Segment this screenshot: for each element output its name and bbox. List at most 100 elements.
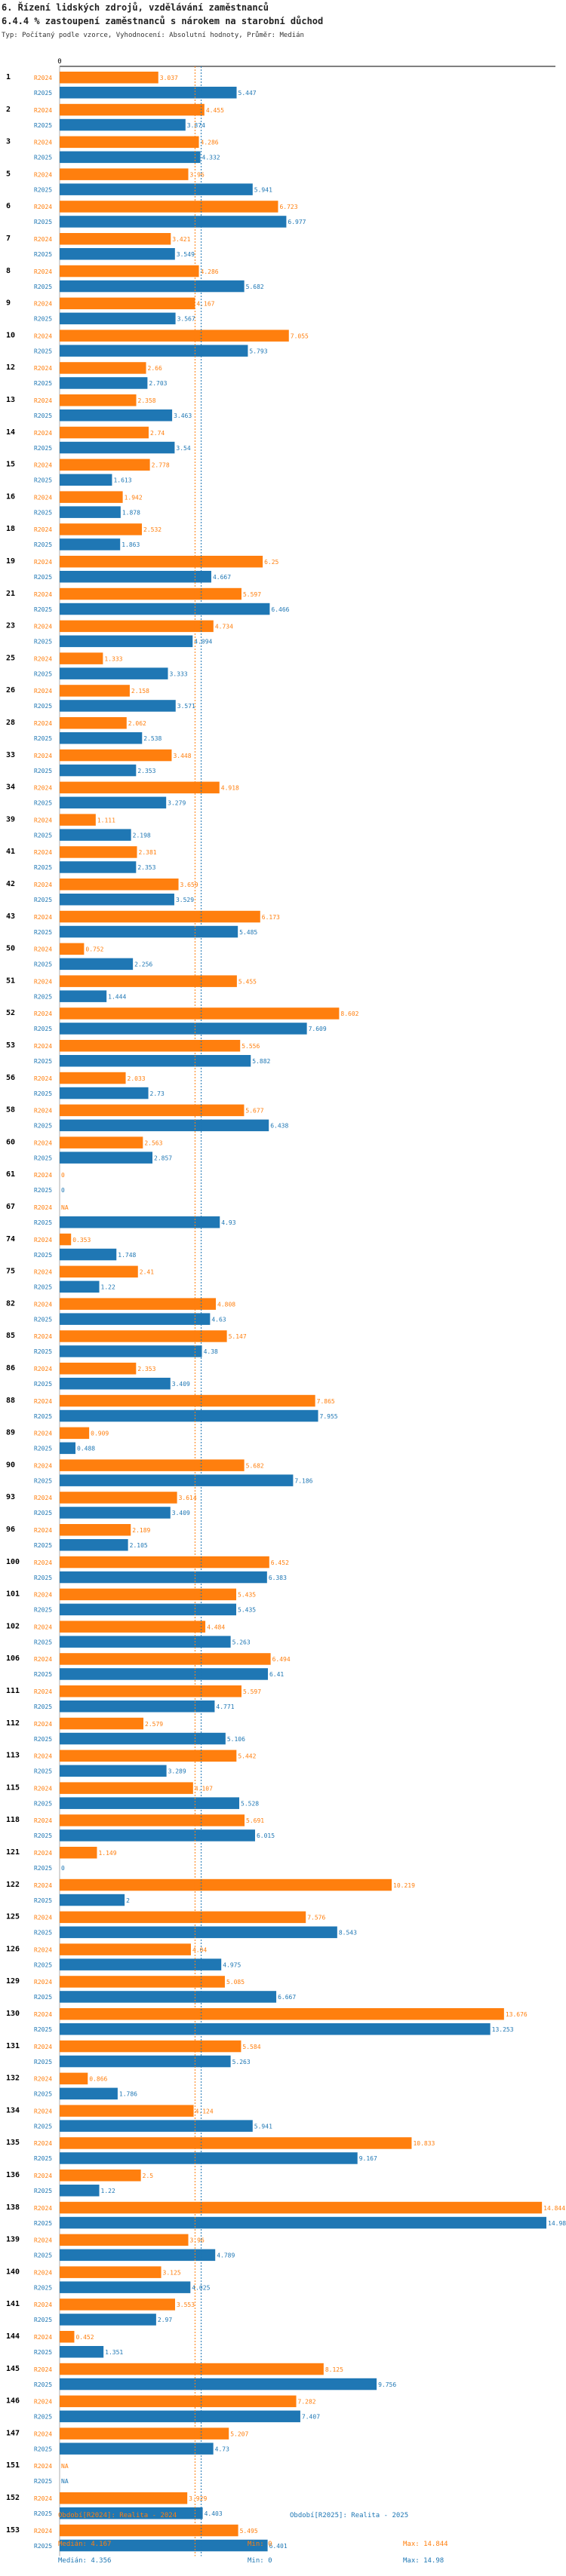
bar-r2024 — [60, 1782, 193, 1794]
bar-r2024 — [60, 1814, 245, 1826]
series-label-r2024: R2024 — [34, 1850, 52, 1857]
bar-r2025 — [60, 1409, 318, 1422]
category-label: 134 — [6, 2106, 20, 2114]
data-label-r2025: 1.878 — [122, 509, 140, 516]
bar-r2025 — [60, 2249, 216, 2262]
data-label-r2025: 1.613 — [113, 477, 131, 484]
bar-r2024 — [60, 2492, 188, 2504]
data-label-r2024: 6.25 — [264, 559, 278, 566]
series-label-r2024: R2024 — [34, 688, 52, 695]
category-label: 14 — [6, 428, 15, 437]
category-label: 67 — [6, 1203, 15, 1211]
series-label-r2025: R2025 — [34, 186, 52, 193]
category-label: 146 — [6, 2397, 20, 2406]
data-label-r2024: 3.448 — [173, 753, 191, 759]
legend-median-2024: Medián: 4.167 — [58, 2541, 112, 2548]
bar-r2024 — [60, 1233, 72, 1246]
bar-r2025 — [60, 345, 248, 357]
data-label-r2025: 2 — [126, 1897, 130, 1904]
bar-r2025 — [60, 894, 174, 906]
data-label-r2024: 10.219 — [393, 1882, 415, 1889]
data-label-r2024: 2.033 — [128, 1075, 146, 1082]
series-label-r2024: R2024 — [34, 1656, 52, 1663]
bar-r2024 — [60, 330, 289, 342]
data-label-r2025: 6.015 — [257, 1832, 275, 1839]
series-label-r2025: R2025 — [34, 348, 52, 354]
bar-r2024 — [60, 1298, 217, 1310]
series-label-r2024: R2024 — [34, 1527, 52, 1534]
series-label-r2025: R2025 — [34, 1607, 52, 1614]
bar-r2025 — [60, 216, 287, 228]
series-label-r2024: R2024 — [34, 1688, 52, 1695]
series-label-r2025: R2025 — [34, 380, 52, 387]
data-label-r2025: 2.256 — [134, 961, 152, 968]
series-label-r2025: R2025 — [34, 864, 52, 871]
bar-r2025 — [60, 958, 134, 971]
bar-r2025 — [60, 796, 167, 809]
category-label: 100 — [6, 1558, 20, 1566]
bar-r2024 — [60, 491, 123, 503]
bar-r2025 — [60, 1539, 128, 1551]
data-label-r2025: 6.41 — [269, 1671, 284, 1678]
series-label-r2024: R2024 — [34, 1172, 52, 1179]
series-label-r2024: R2024 — [34, 268, 52, 275]
category-label: 53 — [6, 1041, 15, 1050]
legend-min-2024: Min: 0 — [248, 2541, 272, 2548]
series-label-r2025: R2025 — [34, 832, 52, 839]
category-label: 43 — [6, 912, 15, 921]
series-label-r2024: R2024 — [34, 1979, 52, 1986]
data-label-r2024: 2.353 — [137, 1366, 155, 1372]
bar-r2024 — [60, 1847, 97, 1859]
series-label-r2025: R2025 — [34, 219, 52, 225]
data-label-r2024: 5.442 — [238, 1753, 256, 1760]
bar-r2024 — [60, 1330, 227, 1342]
bar-r2024 — [60, 1943, 191, 1955]
category-label: 118 — [6, 1816, 20, 1824]
data-label-r2024: 1.333 — [104, 655, 122, 662]
data-label-r2024: 3.96 — [190, 2237, 205, 2244]
bar-r2024 — [60, 265, 199, 278]
data-label-r2025: 4.975 — [223, 1961, 241, 1968]
bar-r2025 — [60, 1152, 153, 1164]
data-label-r2025: 6.667 — [278, 1994, 296, 2001]
bar-r2025 — [60, 635, 193, 648]
data-label-r2024: 2.66 — [148, 365, 162, 372]
data-label-r2025: 4.63 — [211, 1316, 226, 1323]
category-label: 26 — [6, 686, 15, 695]
bar-r2024 — [60, 426, 149, 439]
series-label-r2024: R2024 — [34, 2269, 52, 2276]
bar-r2025 — [60, 1280, 100, 1293]
series-label-r2024: R2024 — [34, 1559, 52, 1566]
bar-r2025 — [60, 118, 186, 131]
series-label-r2024: R2024 — [34, 2044, 52, 2050]
data-label-r2025: 2.857 — [154, 1155, 172, 1161]
series-label-r2025: R2025 — [34, 1930, 52, 1937]
bar-r2024 — [60, 685, 130, 697]
category-label: 51 — [6, 977, 15, 985]
category-label: 56 — [6, 1074, 15, 1082]
category-label: 152 — [6, 2494, 20, 2502]
series-label-r2025: R2025 — [34, 2414, 52, 2421]
bar-r2025 — [60, 409, 173, 422]
category-label: 5 — [6, 170, 11, 178]
data-label-r2025: 1.748 — [118, 1252, 136, 1259]
series-label-r2025: R2025 — [34, 1219, 52, 1226]
data-label-r2024: 0.866 — [89, 2076, 107, 2083]
data-label-r2025: 2.105 — [130, 1542, 148, 1549]
series-label-r2024: R2024 — [34, 882, 52, 888]
data-label-r2025: 4.403 — [205, 2510, 223, 2517]
chart-type-line: Typ: Počítaný podle vzorce, Vyhodnocení:… — [2, 32, 304, 39]
series-label-r2025: R2025 — [34, 2349, 52, 2356]
bar-r2024 — [60, 1394, 315, 1407]
bar-r2025 — [60, 2507, 203, 2519]
bar-r2024 — [60, 103, 205, 116]
category-label: 122 — [6, 1881, 20, 1889]
series-label-r2025: R2025 — [34, 1865, 52, 1872]
category-label: 6 — [6, 202, 11, 210]
data-label-r2024: 4.286 — [201, 268, 219, 275]
legend-max-2024: Max: 14.844 — [403, 2541, 448, 2548]
bar-r2024 — [60, 72, 158, 84]
category-label: 101 — [6, 1590, 20, 1599]
bar-r2025 — [60, 1829, 255, 1842]
